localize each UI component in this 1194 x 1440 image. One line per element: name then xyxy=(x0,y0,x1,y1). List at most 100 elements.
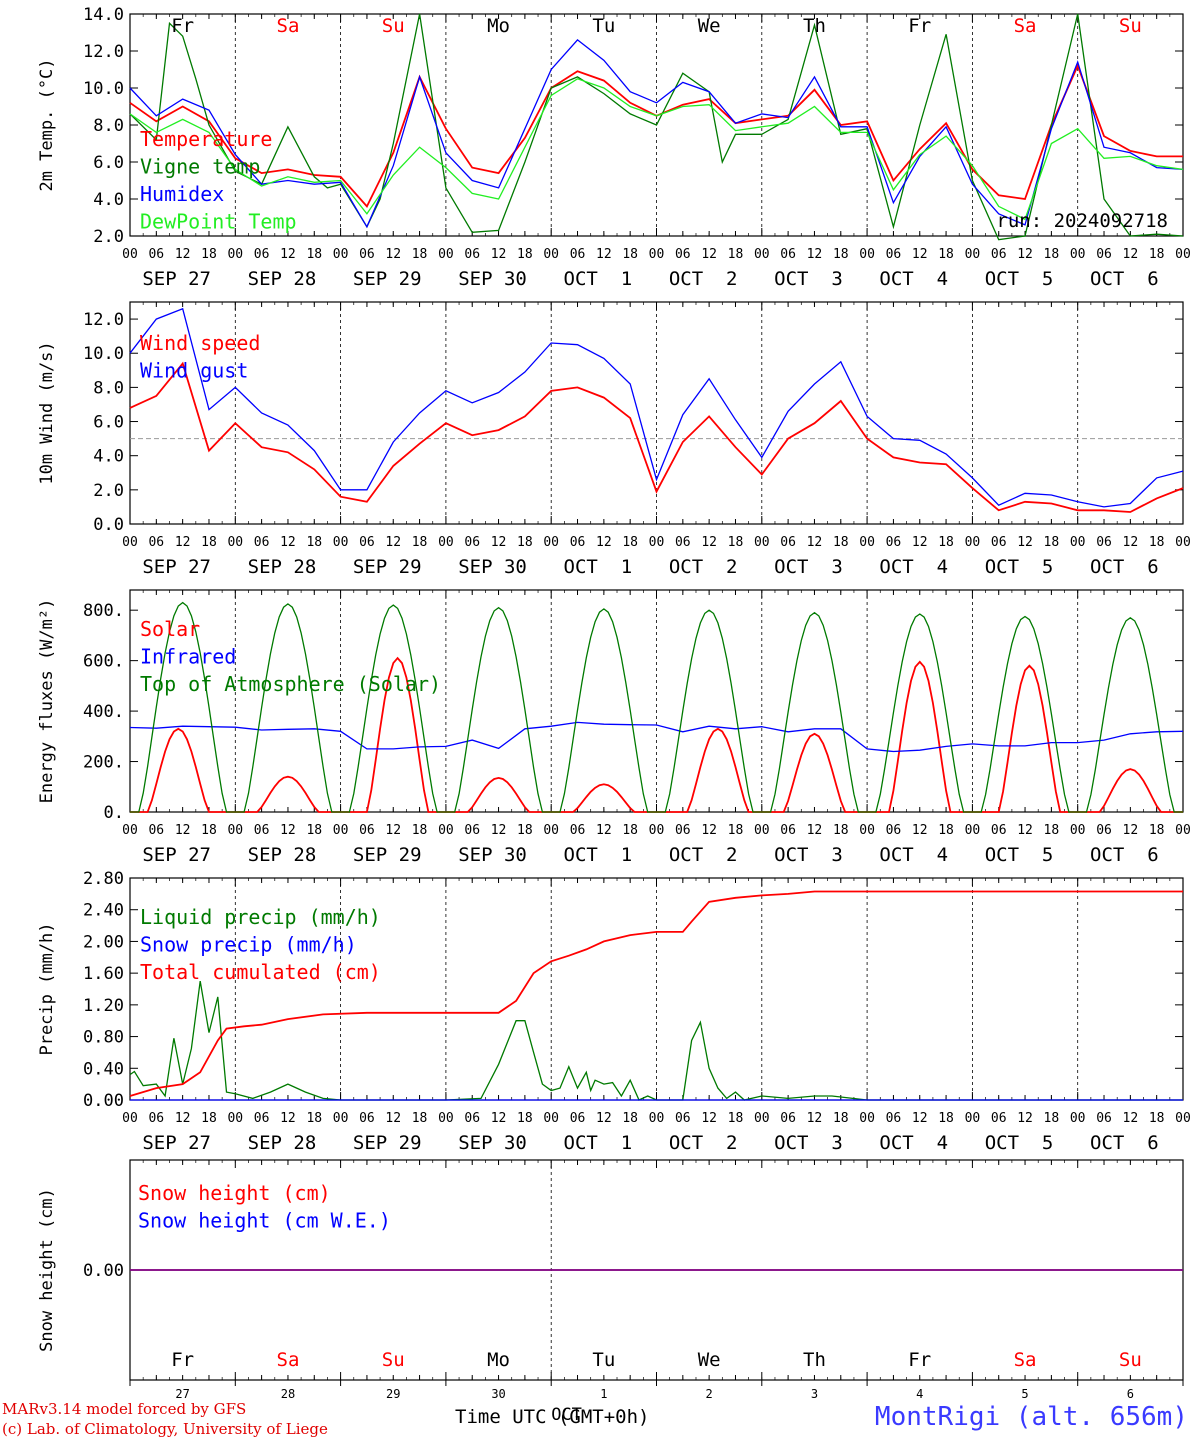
date-label: SEP 28 xyxy=(248,268,317,290)
bottom-weekday-label: Mo xyxy=(487,1349,510,1371)
x-hour-label: 12 xyxy=(385,247,401,262)
footer-model-credit: MARv3.14 model forced by GFS xyxy=(2,1400,247,1418)
legend-entry: Snow precip (mm/h) xyxy=(140,933,357,957)
x-hour-label: 18 xyxy=(517,1111,533,1126)
x-hour-label: 06 xyxy=(570,823,586,838)
date-label: SEP 27 xyxy=(142,556,211,578)
date-label: OCT 2 xyxy=(669,556,738,578)
x-hour-label: 00 xyxy=(649,1111,665,1126)
date-label: OCT 4 xyxy=(879,1132,948,1154)
x-hour-label: 06 xyxy=(254,247,270,262)
x-hour-label: 00 xyxy=(333,535,349,550)
footer-lab-credit: (c) Lab. of Climatology, University of L… xyxy=(2,1420,328,1438)
x-hour-label: 06 xyxy=(675,247,691,262)
x-hour-label: 12 xyxy=(1017,1111,1033,1126)
date-label: OCT 5 xyxy=(985,556,1054,578)
x-hour-label: 12 xyxy=(280,247,296,262)
x-hour-label: 12 xyxy=(807,823,823,838)
x-hour-label: 06 xyxy=(464,535,480,550)
legend-entry: Humidex xyxy=(140,182,224,206)
x-hour-label: 12 xyxy=(912,1111,928,1126)
x-hour-label: 06 xyxy=(886,823,902,838)
bottom-weekday-label: Tu xyxy=(592,1349,615,1371)
series-line-vigne-temp xyxy=(129,13,1184,241)
series-line-total-cumulated-cm- xyxy=(129,890,1183,1097)
x-hour-label: 12 xyxy=(701,247,717,262)
y-tick-label: 12.0 xyxy=(83,310,124,330)
x-hour-label: 06 xyxy=(359,535,375,550)
run-label: run: 2024092718 xyxy=(996,210,1168,232)
x-hour-label: 18 xyxy=(1149,535,1165,550)
y-tick-label: 2.0 xyxy=(93,227,124,247)
series-line-dewpoint-temp xyxy=(129,78,1184,221)
date-label: OCT 5 xyxy=(985,1132,1054,1154)
x-hour-label: 18 xyxy=(306,823,322,838)
x-hour-label: 12 xyxy=(596,1111,612,1126)
date-label: SEP 27 xyxy=(142,1132,211,1154)
x-hour-label: 18 xyxy=(728,823,744,838)
date-label: SEP 29 xyxy=(353,844,422,866)
x-hour-label: 00 xyxy=(965,247,981,262)
x-hour-label: 00 xyxy=(1175,1111,1191,1126)
series-line-wind-gust xyxy=(129,307,1184,508)
x-hour-label: 12 xyxy=(912,535,928,550)
date-label: OCT 1 xyxy=(564,556,633,578)
date-label: OCT 2 xyxy=(669,268,738,290)
x-hour-label: 18 xyxy=(728,535,744,550)
y-axis-label: Precip (mm/h) xyxy=(37,922,57,1055)
bottom-day-number: 28 xyxy=(281,1387,295,1401)
legend-entry: Snow height (cm) xyxy=(138,1181,331,1205)
weekday-label: Tu xyxy=(592,15,615,37)
x-hour-label: 12 xyxy=(175,1111,191,1126)
x-hour-label: 00 xyxy=(543,823,559,838)
date-label: SEP 29 xyxy=(353,268,422,290)
y-tick-label: 4.0 xyxy=(93,190,124,210)
date-label: OCT 6 xyxy=(1090,268,1159,290)
weekday-label: Mo xyxy=(487,15,510,37)
x-hour-label: 18 xyxy=(201,823,217,838)
x-hour-label: 06 xyxy=(464,823,480,838)
x-hour-label: 06 xyxy=(991,247,1007,262)
weekday-label: Sa xyxy=(277,15,300,37)
bottom-day-number: 6 xyxy=(1127,1387,1134,1401)
y-axis-label: Energy fluxes (W/m²) xyxy=(37,599,57,804)
x-hour-label: 00 xyxy=(333,823,349,838)
x-hour-label: 00 xyxy=(333,1111,349,1126)
x-hour-label: 06 xyxy=(464,247,480,262)
date-label: SEP 28 xyxy=(248,556,317,578)
x-hour-label: 12 xyxy=(1123,1111,1139,1126)
x-hour-label: 00 xyxy=(754,823,770,838)
x-hour-label: 00 xyxy=(438,535,454,550)
x-hour-label: 06 xyxy=(991,535,1007,550)
series-line-top-of-atmosphere-solar- xyxy=(130,601,1183,813)
date-label: OCT 6 xyxy=(1090,1132,1159,1154)
x-hour-label: 18 xyxy=(517,823,533,838)
date-label: OCT 2 xyxy=(669,844,738,866)
x-hour-label: 12 xyxy=(385,823,401,838)
x-hour-label: 00 xyxy=(1070,1111,1086,1126)
x-hour-label: 06 xyxy=(780,247,796,262)
x-hour-label: 12 xyxy=(1123,535,1139,550)
y-axis-label: 10m Wind (m/s) xyxy=(37,341,57,484)
bottom-weekday-label: Fr xyxy=(908,1349,931,1371)
x-hour-label: 18 xyxy=(306,535,322,550)
y-tick-label: 600. xyxy=(83,652,124,672)
x-hour-label: 18 xyxy=(833,535,849,550)
x-hour-label: 18 xyxy=(517,247,533,262)
series-line-wind-speed xyxy=(129,361,1184,513)
x-hour-label: 18 xyxy=(412,823,428,838)
date-label: OCT 1 xyxy=(564,844,633,866)
date-label: SEP 28 xyxy=(248,1132,317,1154)
y-tick-label: 10.0 xyxy=(83,344,124,364)
x-hour-label: 18 xyxy=(306,247,322,262)
x-hour-label: 18 xyxy=(938,823,954,838)
x-hour-label: 00 xyxy=(754,1111,770,1126)
x-hour-label: 06 xyxy=(675,1111,691,1126)
x-hour-label: 00 xyxy=(227,247,243,262)
bottom-weekday-label: Sa xyxy=(277,1349,300,1371)
x-hour-label: 00 xyxy=(965,535,981,550)
y-tick-label: 8.0 xyxy=(93,116,124,136)
legend-entry: DewPoint Temp xyxy=(140,210,297,234)
date-label: SEP 30 xyxy=(458,556,527,578)
x-hour-label: 18 xyxy=(1149,1111,1165,1126)
